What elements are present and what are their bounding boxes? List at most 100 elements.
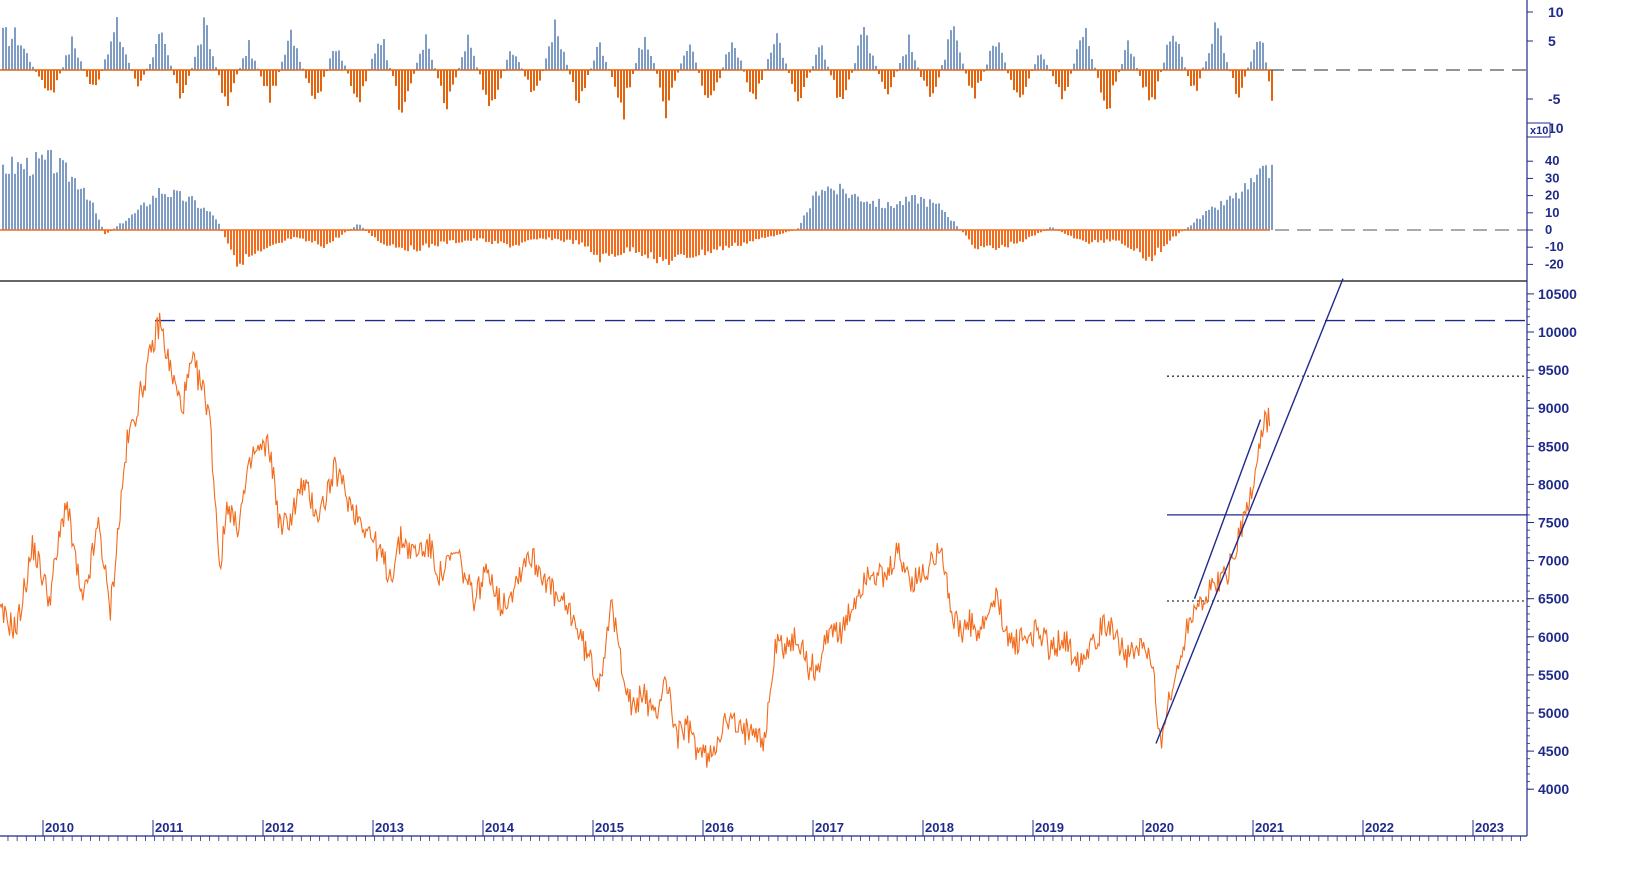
top-oscillator-bar [758,70,760,84]
middle-oscillator-bar [713,230,715,250]
middle-oscillator-bar [344,230,346,233]
middle-oscillator-bar [437,230,439,247]
middle-oscillator-bar [614,230,616,257]
middle-oscillator-bar [593,230,595,255]
top-oscillator-bar [632,70,634,74]
middle-oscillator-bar [482,230,484,239]
top-oscillator-bar [485,70,487,95]
top-oscillator-bar [560,49,562,70]
top-oscillator-bar [899,62,901,70]
top-oscillator-bar [1121,64,1123,70]
middle-oscillator-bar [665,230,667,260]
middle-ytick-label: 0 [1545,222,1552,237]
middle-oscillator-bar [776,230,778,235]
top-oscillator-bar [323,70,325,77]
top-oscillator-bar [554,19,556,71]
top-oscillator-bar [104,59,106,70]
top-oscillator-bar [800,70,802,99]
top-oscillator-bar [173,70,175,75]
middle-oscillator-bar [602,230,604,254]
top-oscillator-bar [242,58,244,70]
middle-oscillator-bar [932,202,934,230]
middle-oscillator-bar [830,188,832,230]
middle-oscillator-bar [419,230,421,251]
middle-oscillator-bar [464,230,466,241]
middle-oscillator-bar [302,230,304,239]
top-oscillator-bar [434,68,436,70]
middle-oscillator-bar [452,230,454,241]
middle-oscillator-bar [1115,230,1117,241]
top-oscillator-bar [1265,62,1267,70]
top-oscillator-bar [35,70,37,72]
top-oscillator-bar [719,70,721,79]
top-oscillator-bar [506,59,508,70]
middle-oscillator-bar [782,230,784,234]
middle-oscillator-bar [1031,230,1033,236]
top-oscillator-bar [293,45,295,70]
x-tick-label: 2021 [1255,820,1284,835]
middle-oscillator-bar [29,175,31,230]
top-oscillator-bar [557,36,559,70]
top-oscillator-bar [317,70,319,93]
top-oscillator-bar [77,57,79,70]
top-oscillator-bar [671,70,673,88]
middle-oscillator-bar [1175,230,1177,237]
top-oscillator-bar [722,67,724,70]
middle-oscillator-bar [1019,230,1021,242]
top-oscillator-bar [638,47,640,70]
top-oscillator-bar [152,57,154,70]
price-ytick-label: 7000 [1538,553,1569,569]
middle-oscillator-bar [53,173,55,230]
middle-oscillator-bar [824,191,826,230]
middle-oscillator-bar [605,230,607,254]
middle-oscillator-bar [554,230,556,239]
middle-oscillator-bar [1163,230,1165,247]
top-oscillator-bar [1226,62,1228,70]
middle-oscillator-bar [245,230,247,255]
x-tick-label: 2020 [1145,820,1174,835]
middle-oscillator-bar [965,230,967,236]
middle-oscillator-bar [26,157,28,230]
top-oscillator-bar [1181,56,1183,70]
middle-oscillator-bar [341,230,343,235]
top-oscillator-bar [1043,59,1045,70]
top-oscillator-bar [1070,70,1072,74]
top-oscillator-bar [86,70,88,77]
top-oscillator-bar [227,70,229,106]
middle-oscillator-bar [491,230,493,245]
top-oscillator-bar [5,27,7,71]
top-oscillator-bar [581,70,583,92]
top-oscillator-bar [584,70,586,88]
x-tick-label: 2023 [1475,820,1504,835]
top-oscillator-bar [1082,37,1084,70]
top-oscillator-bar [254,60,256,70]
top-oscillator-bar [1016,70,1018,93]
top-oscillator-bar [2,27,4,71]
middle-oscillator-bar [194,200,196,230]
top-oscillator-bar [641,49,643,70]
top-oscillator-bar [398,70,400,110]
middle-oscillator-bar [1148,230,1150,257]
top-oscillator-bar [824,59,826,70]
middle-oscillator-bar [149,204,151,230]
middle-oscillator-bar [158,188,160,230]
top-oscillator-bar [446,70,448,110]
top-oscillator-bar [665,70,667,119]
top-oscillator-bar [1127,40,1129,70]
middle-oscillator-bar [473,230,475,239]
top-oscillator-bar [974,70,976,99]
middle-oscillator-bar [542,230,544,239]
top-oscillator-bar [1142,70,1144,88]
top-oscillator-bar [95,70,97,86]
top-oscillator-bar [428,48,430,70]
top-oscillator-bar [266,70,268,86]
middle-oscillator-bar [323,230,325,248]
middle-oscillator-bar [107,230,109,233]
middle-oscillator-bar [734,230,736,243]
top-oscillator-bar [959,52,961,70]
middle-oscillator-bar [1127,230,1129,248]
top-oscillator-bar [668,70,670,101]
middle-oscillator-bar [677,230,679,255]
middle-oscillator-bar [23,169,25,230]
top-oscillator-bar [143,70,145,75]
